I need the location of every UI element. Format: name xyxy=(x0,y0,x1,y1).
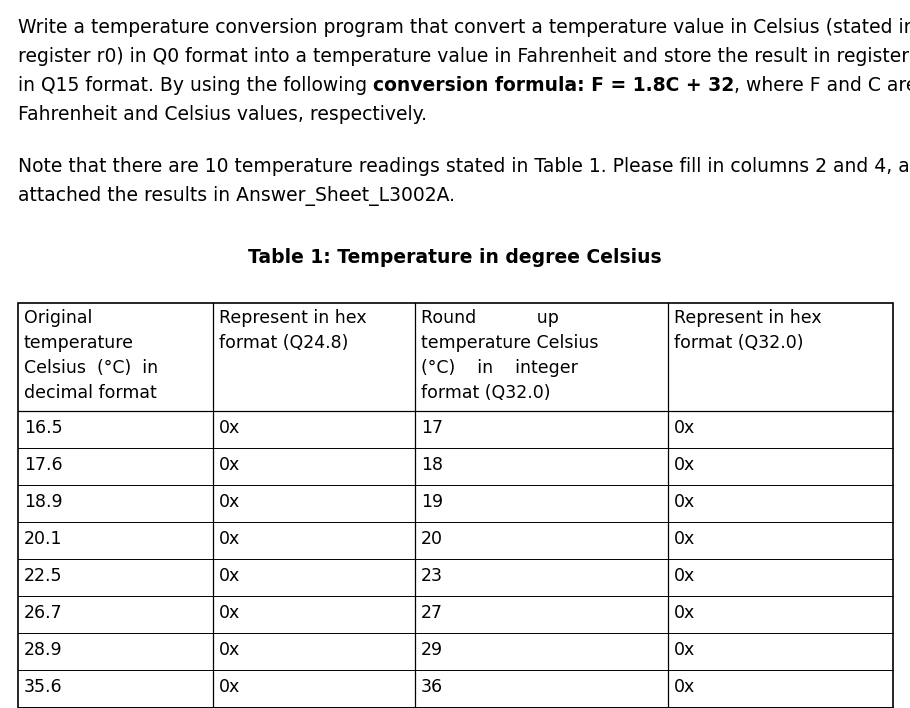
Text: 18.9: 18.9 xyxy=(24,493,63,511)
Text: Write a temperature conversion program that convert a temperature value in Celsi: Write a temperature conversion program t… xyxy=(18,18,910,37)
Text: format (Q32.0): format (Q32.0) xyxy=(421,384,551,402)
Text: decimal format: decimal format xyxy=(24,384,157,402)
Text: 17: 17 xyxy=(421,419,443,437)
Text: 26.7: 26.7 xyxy=(24,604,63,622)
Text: 0x: 0x xyxy=(674,567,695,585)
Text: 0x: 0x xyxy=(674,641,695,659)
Text: Round           up: Round up xyxy=(421,309,559,327)
Text: Original: Original xyxy=(24,309,93,327)
Text: 28.9: 28.9 xyxy=(24,641,63,659)
Text: temperature: temperature xyxy=(24,334,134,352)
Text: 36: 36 xyxy=(421,678,443,696)
Text: 0x: 0x xyxy=(674,419,695,437)
Text: 19: 19 xyxy=(421,493,443,511)
Text: temperature Celsius: temperature Celsius xyxy=(421,334,599,352)
Text: 23: 23 xyxy=(421,567,443,585)
Text: format (Q24.8): format (Q24.8) xyxy=(219,334,349,352)
Text: 0x: 0x xyxy=(219,641,240,659)
Bar xyxy=(18,303,893,708)
Text: Fahrenheit and Celsius values, respectively.: Fahrenheit and Celsius values, respectiv… xyxy=(18,105,427,124)
Text: 16.5: 16.5 xyxy=(24,419,63,437)
Text: , where F and C are: , where F and C are xyxy=(734,76,910,95)
Text: 0x: 0x xyxy=(674,678,695,696)
Text: 0x: 0x xyxy=(219,567,240,585)
Text: conversion formula: F = 1.8C + 32: conversion formula: F = 1.8C + 32 xyxy=(373,76,734,95)
Text: register r0) in Q0 format into a temperature value in Fahrenheit and store the r: register r0) in Q0 format into a tempera… xyxy=(18,47,910,66)
Text: 0x: 0x xyxy=(219,604,240,622)
Text: attached the results in Answer_Sheet_L3002A.: attached the results in Answer_Sheet_L30… xyxy=(18,186,455,206)
Text: Represent in hex: Represent in hex xyxy=(219,309,367,327)
Text: 0x: 0x xyxy=(219,678,240,696)
Text: 18: 18 xyxy=(421,456,443,474)
Text: 27: 27 xyxy=(421,604,443,622)
Text: 22.5: 22.5 xyxy=(24,567,63,585)
Text: Celsius  (°C)  in: Celsius (°C) in xyxy=(24,359,158,377)
Text: 17.6: 17.6 xyxy=(24,456,63,474)
Text: 0x: 0x xyxy=(219,493,240,511)
Text: Represent in hex: Represent in hex xyxy=(674,309,822,327)
Text: (°C)    in    integer: (°C) in integer xyxy=(421,359,578,377)
Text: 0x: 0x xyxy=(674,604,695,622)
Text: 0x: 0x xyxy=(219,530,240,548)
Text: 29: 29 xyxy=(421,641,443,659)
Text: format (Q32.0): format (Q32.0) xyxy=(674,334,804,352)
Text: 0x: 0x xyxy=(674,456,695,474)
Text: 35.6: 35.6 xyxy=(24,678,63,696)
Text: 20.1: 20.1 xyxy=(24,530,63,548)
Text: 0x: 0x xyxy=(219,456,240,474)
Text: Table 1: Temperature in degree Celsius: Table 1: Temperature in degree Celsius xyxy=(248,248,662,267)
Text: 0x: 0x xyxy=(219,419,240,437)
Text: 0x: 0x xyxy=(674,530,695,548)
Text: 0x: 0x xyxy=(674,493,695,511)
Text: 20: 20 xyxy=(421,530,443,548)
Text: in Q15 format. By using the following: in Q15 format. By using the following xyxy=(18,76,373,95)
Text: Note that there are 10 temperature readings stated in Table 1. Please fill in co: Note that there are 10 temperature readi… xyxy=(18,157,910,176)
